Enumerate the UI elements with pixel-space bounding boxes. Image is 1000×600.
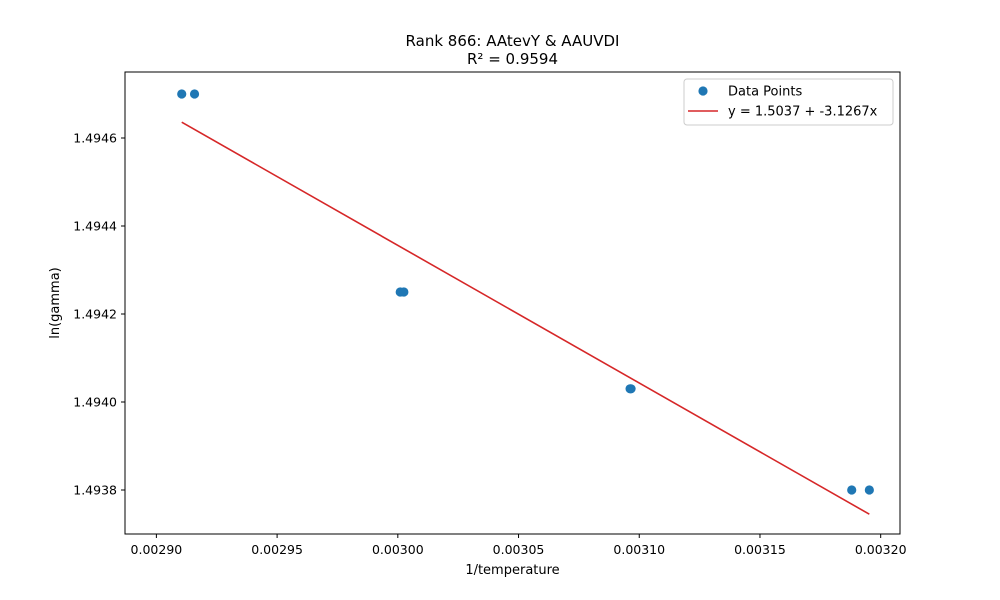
- x-tick-label: 0.00315: [734, 542, 786, 557]
- legend-marker-data-points: [698, 86, 708, 96]
- chart-subtitle: R² = 0.9594: [467, 50, 558, 68]
- fit-line: [181, 121, 870, 515]
- data-point: [626, 384, 636, 394]
- x-tick-label: 0.00305: [493, 542, 545, 557]
- legend-label-data-points: Data Points: [728, 85, 802, 100]
- x-tick-label: 0.00310: [613, 542, 665, 557]
- x-tick-label: 0.00300: [372, 542, 424, 557]
- y-tick-label: 1.4942: [73, 307, 117, 322]
- x-tick-label: 0.00320: [855, 542, 907, 557]
- chart-title: Rank 866: AAtevY & AAUVDI: [406, 32, 620, 50]
- y-tick-label: 1.4940: [73, 395, 117, 410]
- data-point: [847, 485, 857, 495]
- legend-box: [683, 78, 894, 126]
- x-axis-label: 1/temperature: [465, 563, 559, 578]
- legend-label-fit-line: y = 1.5037 + -3.1267x: [728, 105, 878, 120]
- data-point: [189, 89, 200, 99]
- data-point: [864, 485, 874, 495]
- data-point: [399, 287, 409, 297]
- x-tick-label: 0.00290: [131, 542, 183, 557]
- y-tick-label: 1.4938: [73, 483, 117, 498]
- data-point: [177, 89, 187, 99]
- x-tick-label: 0.00295: [251, 542, 303, 557]
- legend: Data Points y = 1.5037 + -3.1267x: [683, 78, 894, 126]
- axes-frame: [124, 71, 901, 535]
- y-tick-label: 1.4944: [73, 219, 117, 234]
- plot-area: 0.00290 0.00295 0.00300 0.00305 0.00310 0.003…: [73, 71, 907, 557]
- y-axis-label: ln(gamma): [48, 267, 63, 339]
- y-tick-label: 1.4946: [73, 131, 117, 146]
